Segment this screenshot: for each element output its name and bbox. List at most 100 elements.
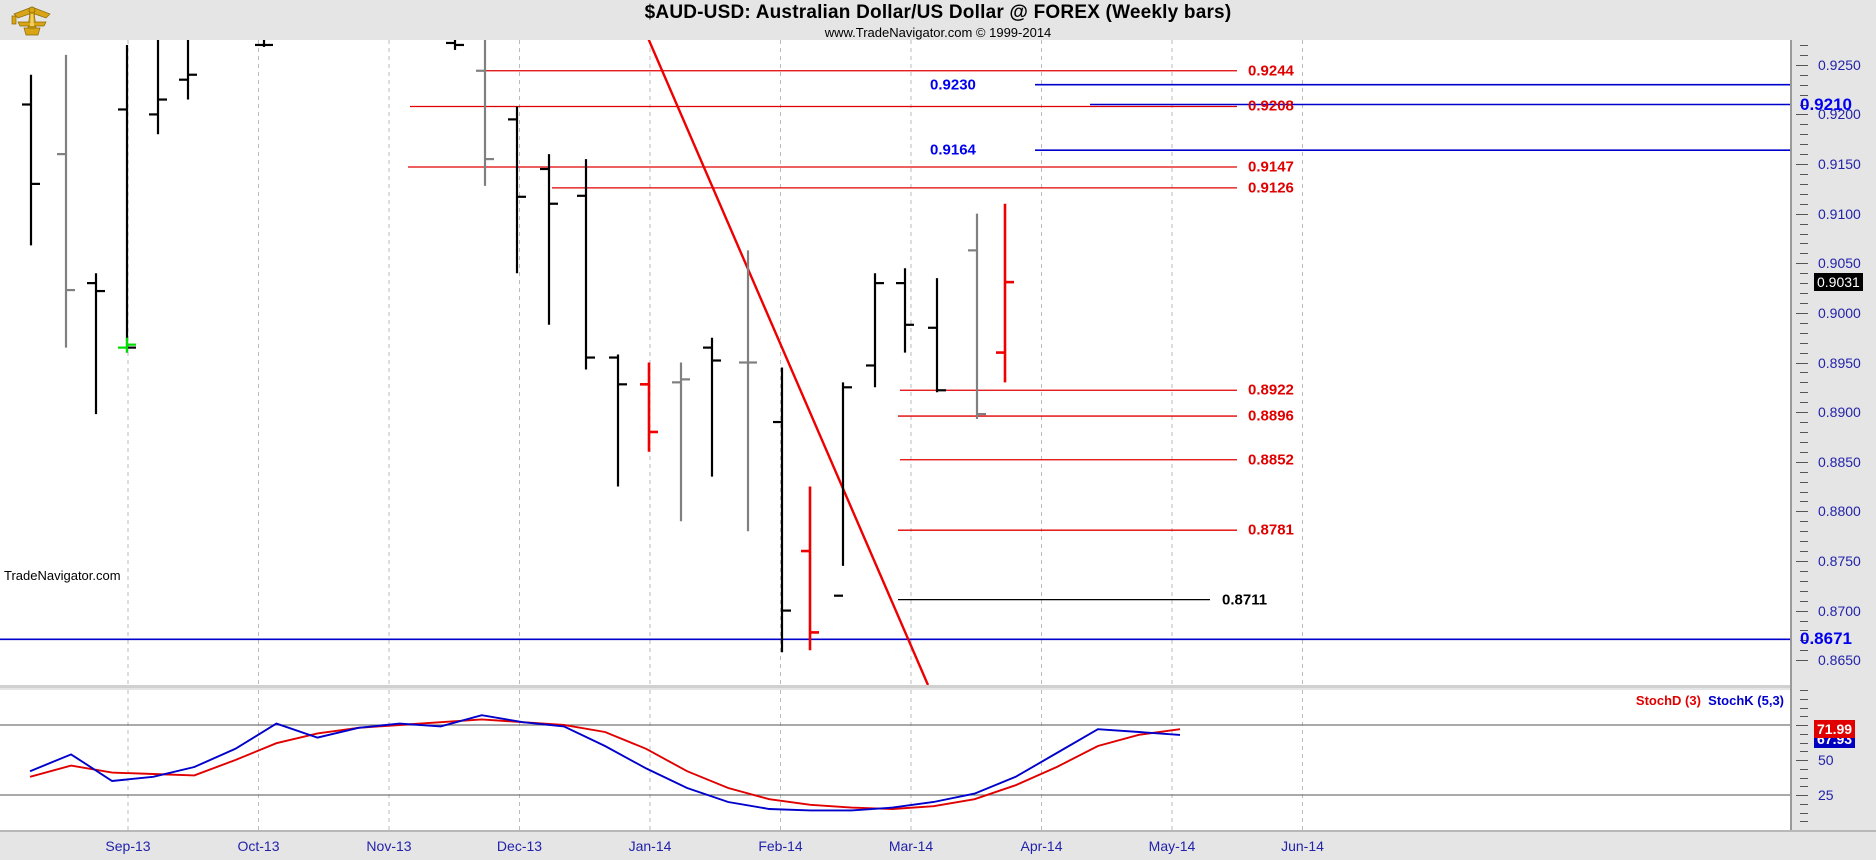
stochastic-svg[interactable] [0, 690, 1790, 830]
y-minor-tick [1800, 660, 1808, 662]
ohlc-bar[interactable] [118, 337, 136, 353]
y-minor-tick [1800, 471, 1808, 473]
stoch-minor-tick [1800, 707, 1808, 709]
ohlc-bar[interactable] [540, 154, 558, 325]
price-level-label-outer: 0.8671 [1800, 629, 1852, 649]
y-minor-tick [1800, 54, 1808, 56]
y-minor-tick [1800, 521, 1808, 523]
stoch-minor-tick [1800, 760, 1808, 761]
current-price-box: 0.9031 [1814, 273, 1863, 292]
stoch-minor-tick [1800, 777, 1808, 779]
stoch-minor-tick [1800, 812, 1808, 814]
stochd-legend-label: StochD (3) [1635, 693, 1701, 708]
y-minor-tick [1800, 273, 1808, 275]
y-minor-tick [1800, 551, 1808, 553]
y-minor-tick [1800, 422, 1808, 424]
ohlc-bar[interactable] [609, 354, 627, 487]
stochd-line[interactable] [29, 718, 1181, 810]
x-tick-label: Feb-14 [758, 838, 803, 854]
y-axis[interactable]: 0.9250 0.9200 0.9150 0.9100 0.9050 0.9000 0.89… [1790, 40, 1876, 831]
x-axis[interactable]: Sep-13 Oct-13 Nov-13 Dec-13 Jan-14 Feb-14 Mar-… [0, 830, 1876, 860]
y-minor-tick [1800, 362, 1808, 364]
y-minor-tick [1800, 302, 1808, 304]
ohlc-bar[interactable] [57, 54, 75, 348]
y-minor-tick [1800, 382, 1808, 384]
ohlc-bar[interactable] [703, 337, 721, 477]
x-tick-label: Sep-13 [105, 838, 151, 854]
ohlc-bar[interactable] [255, 40, 273, 47]
chart-header: $AUD-USD: Australian Dollar/US Dollar @ … [0, 0, 1876, 40]
y-minor-tick [1800, 610, 1808, 612]
ohlc-bar[interactable] [118, 44, 136, 353]
stochastic-panel[interactable]: StochD (3) StochK (5,3) [0, 690, 1790, 830]
y-tick-label: 0.9150 [1818, 156, 1861, 173]
stoch-minor-tick [1800, 716, 1808, 718]
watermark: TradeNavigator.com [4, 568, 121, 583]
y-minor-tick [1800, 84, 1808, 86]
price-level-label: 0.8852 [1248, 451, 1294, 469]
y-minor-tick [1800, 600, 1808, 602]
y-tick-label: 0.9050 [1818, 255, 1861, 272]
stochk-line[interactable] [29, 714, 1181, 812]
ohlc-bar[interactable] [968, 213, 986, 420]
y-minor-tick [1800, 154, 1808, 156]
y-minor-tick [1800, 431, 1808, 433]
ohlc-bar[interactable] [446, 40, 464, 50]
y-minor-tick [1800, 44, 1808, 46]
y-minor-tick [1800, 580, 1808, 582]
y-minor-tick [1800, 541, 1808, 543]
y-minor-tick [1800, 372, 1808, 374]
y-minor-tick [1800, 451, 1808, 453]
price-chart-panel[interactable]: TradeNavigator.com 0.9244 0.9230 0.9208 0.9… [0, 40, 1790, 688]
ohlc-bar[interactable] [22, 74, 40, 246]
stochk-legend-label: StochK (5,3) [1708, 693, 1784, 708]
stoch-minor-tick [1800, 768, 1808, 770]
y-minor-tick [1800, 243, 1808, 245]
y-minor-tick [1800, 134, 1808, 136]
y-minor-tick [1800, 481, 1808, 483]
price-level-label: 0.8922 [1248, 381, 1294, 399]
ohlc-bar[interactable] [476, 40, 494, 186]
x-tick-label: Nov-13 [366, 838, 412, 854]
x-tick-label: Jan-14 [628, 838, 672, 854]
stoch-tick-label: 25 [1818, 787, 1834, 803]
y-minor-tick [1800, 223, 1808, 225]
ohlc-bar[interactable] [87, 273, 105, 415]
ohlc-bar[interactable] [179, 40, 197, 100]
y-minor-tick [1800, 64, 1808, 66]
ohlc-bar[interactable] [577, 159, 595, 370]
ohlc-bar[interactable] [928, 278, 946, 393]
price-level-label: 0.8896 [1248, 407, 1294, 425]
ohlc-bar[interactable] [896, 268, 914, 353]
ohlc-bar[interactable] [866, 273, 884, 388]
y-minor-tick [1800, 630, 1808, 632]
ohlc-bar[interactable] [739, 250, 757, 532]
y-minor-tick [1800, 531, 1808, 533]
ohlc-bar[interactable] [773, 367, 791, 653]
y-minor-tick [1800, 352, 1808, 354]
ohlc-bar[interactable] [801, 486, 819, 651]
price-level-label: 0.9164 [930, 141, 976, 159]
stoch-minor-tick [1800, 733, 1808, 735]
ohlc-bar[interactable] [149, 40, 167, 135]
trendline[interactable] [647, 40, 930, 685]
y-minor-tick [1800, 650, 1808, 652]
ohlc-bar[interactable] [672, 362, 690, 522]
ohlc-bar[interactable] [508, 106, 526, 274]
stoch-minor-tick [1800, 803, 1808, 805]
page-subtitle: www.TradeNavigator.com © 1999-2014 [824, 25, 1052, 40]
price-chart-svg[interactable] [0, 40, 1790, 685]
ohlc-bar[interactable] [640, 362, 658, 452]
price-level-label-outer: 0.9210 [1800, 94, 1852, 114]
y-minor-tick [1800, 173, 1808, 175]
y-minor-tick [1800, 114, 1808, 116]
ohlc-bar[interactable] [996, 203, 1014, 383]
y-tick-label: 0.8700 [1818, 602, 1861, 619]
y-minor-tick [1800, 124, 1808, 126]
stoch-minor-tick [1800, 751, 1808, 753]
ohlc-bar[interactable] [834, 382, 852, 597]
stoch-minor-tick [1800, 742, 1808, 744]
x-tick-label: Dec-13 [496, 838, 543, 854]
price-level-label: 0.9244 [1248, 62, 1294, 80]
